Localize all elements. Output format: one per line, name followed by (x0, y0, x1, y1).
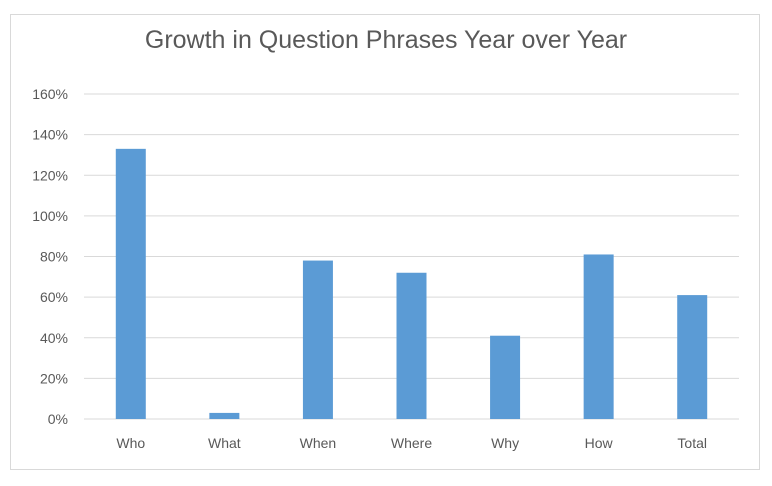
x-tick-label: When (300, 435, 337, 451)
bar-when (302, 260, 333, 419)
bars (115, 148, 708, 419)
x-axis-ticks: Who What When Where Why How Total (116, 435, 707, 451)
bar-who (115, 148, 146, 419)
x-tick-label: Where (391, 435, 432, 451)
y-tick-label: 100% (32, 208, 68, 224)
x-tick-label: Who (116, 435, 145, 451)
x-tick-label: What (208, 435, 241, 451)
y-tick-label: 20% (40, 370, 68, 386)
chart-title: Growth in Question Phrases Year over Yea… (144, 26, 628, 54)
bar-how (583, 254, 614, 419)
bar-where (396, 272, 427, 419)
bar-why (490, 335, 521, 419)
bar-what (209, 412, 240, 419)
x-tick-label: How (585, 435, 614, 451)
y-tick-label: 140% (32, 127, 68, 143)
y-tick-label: 80% (40, 249, 68, 265)
bar-total (677, 295, 708, 419)
y-tick-label: 120% (32, 167, 68, 183)
y-tick-label: 60% (40, 289, 68, 305)
x-tick-label: Total (677, 435, 707, 451)
x-tick-label: Why (491, 435, 519, 451)
y-tick-label: 0% (48, 411, 68, 427)
y-tick-label: 40% (40, 330, 68, 346)
y-tick-label: 160% (32, 86, 68, 102)
y-axis-ticks: 0% 20% 40% 60% 80% 100% 120% 140% 160% (32, 86, 68, 427)
